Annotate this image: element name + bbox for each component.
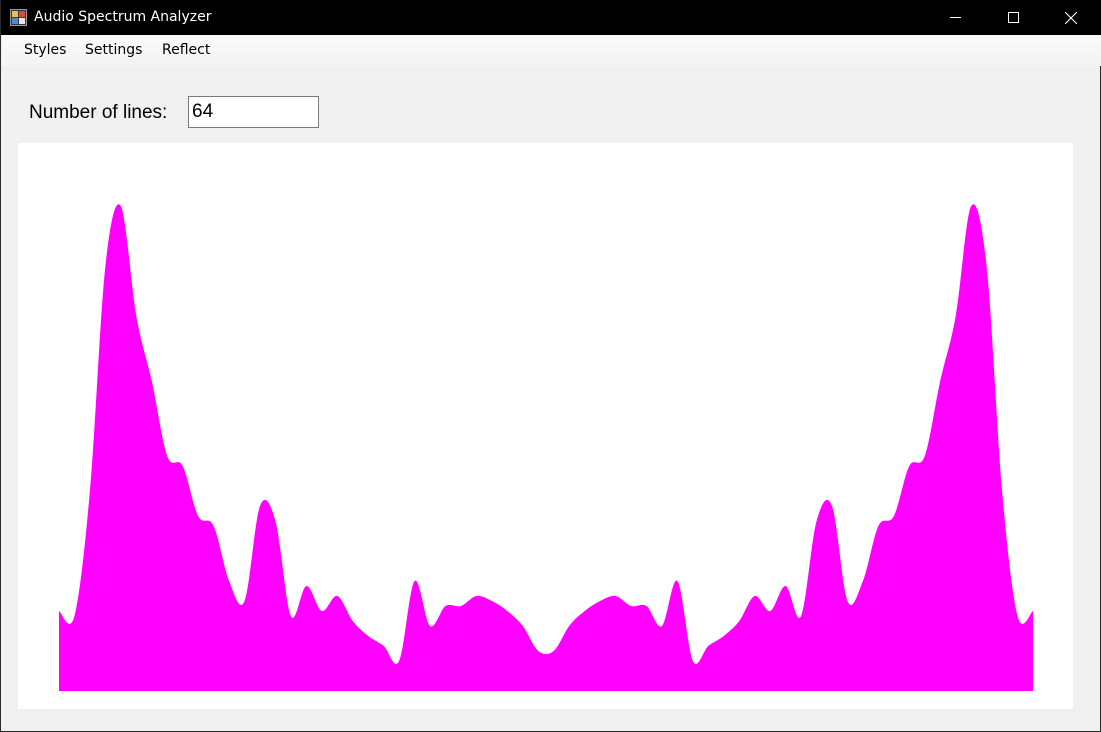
maximize-button[interactable]: [984, 0, 1042, 35]
close-icon: [1065, 11, 1077, 24]
title-bar[interactable]: Audio Spectrum Analyzer: [1, 0, 1101, 35]
spectrum-display: [18, 143, 1073, 709]
window-title: Audio Spectrum Analyzer: [34, 9, 212, 25]
spectrum-canvas: [59, 204, 1033, 691]
minimize-icon: [949, 12, 961, 23]
number-of-lines-label: Number of lines:: [29, 102, 168, 123]
menu-item-reflect[interactable]: Reflect: [162, 42, 211, 58]
menu-item-settings[interactable]: Settings: [85, 42, 143, 58]
menu-item-styles[interactable]: Styles: [24, 42, 67, 58]
menu-bar: Styles Settings Reflect: [2, 35, 1101, 66]
number-of-lines-input[interactable]: [188, 96, 319, 128]
app-icon: [10, 9, 27, 26]
maximize-icon: [1007, 12, 1019, 23]
close-button[interactable]: [1042, 0, 1100, 35]
minimize-button[interactable]: [926, 0, 984, 35]
spectrum-area: [59, 204, 1033, 691]
